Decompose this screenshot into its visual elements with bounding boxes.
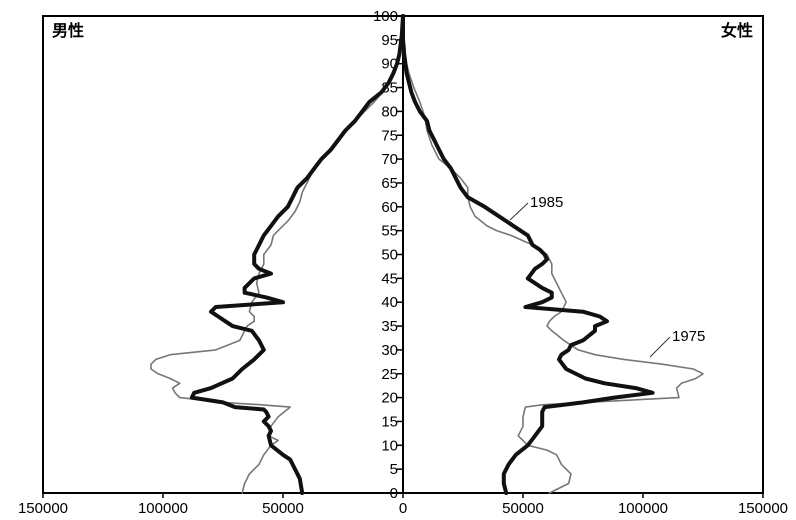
- y-tick-label: 0: [390, 485, 398, 502]
- series-1975-female-line: [402, 15, 704, 494]
- y-tick-label: 45: [381, 270, 398, 287]
- y-tick-label: 75: [381, 127, 398, 144]
- series-label-1985-leader: [509, 202, 529, 221]
- y-tick-label: 50: [381, 247, 398, 264]
- x-axis-ticks: 150000 100000 50000 0 50000 100000 150000: [18, 493, 788, 517]
- y-tick-label: 80: [381, 103, 398, 120]
- series-label-1975: 1975: [672, 328, 705, 345]
- x-tick-label: 150000: [18, 500, 68, 517]
- x-tick-label: 50000: [262, 500, 304, 517]
- series-1985-female-line: [401, 14, 655, 495]
- y-tick-label: 15: [381, 413, 398, 430]
- series-label-1985: 1985: [530, 194, 563, 211]
- male-panel-label: 男性: [52, 21, 84, 40]
- y-tick-label: 25: [381, 366, 398, 383]
- x-tick-label: 150000: [738, 500, 788, 517]
- y-tick-label: 65: [381, 175, 398, 192]
- series-1975-male-line: [150, 15, 404, 494]
- y-tick-label: 60: [381, 199, 398, 216]
- y-tick-label: 95: [381, 32, 398, 49]
- y-axis-ticks: 0510152025303540455055606570758085909510…: [373, 8, 403, 502]
- y-tick-label: 70: [381, 151, 398, 168]
- x-tick-label: 100000: [138, 500, 188, 517]
- x-tick-label: 0: [399, 500, 407, 517]
- series-label-1975-leader: [649, 336, 671, 358]
- female-panel-label: 女性: [721, 21, 753, 40]
- y-tick-label: 10: [381, 437, 398, 454]
- y-tick-label: 55: [381, 223, 398, 240]
- y-tick-label: 35: [381, 318, 398, 335]
- y-tick-label: 20: [381, 390, 398, 407]
- x-tick-label: 100000: [618, 500, 668, 517]
- y-tick-label: 40: [381, 294, 398, 311]
- series-1985-male-line: [189, 14, 405, 495]
- y-tick-label: 100: [373, 8, 398, 25]
- x-tick-label: 50000: [502, 500, 544, 517]
- y-tick-label: 5: [390, 461, 398, 478]
- series-lines: [150, 14, 704, 495]
- y-tick-label: 30: [381, 342, 398, 359]
